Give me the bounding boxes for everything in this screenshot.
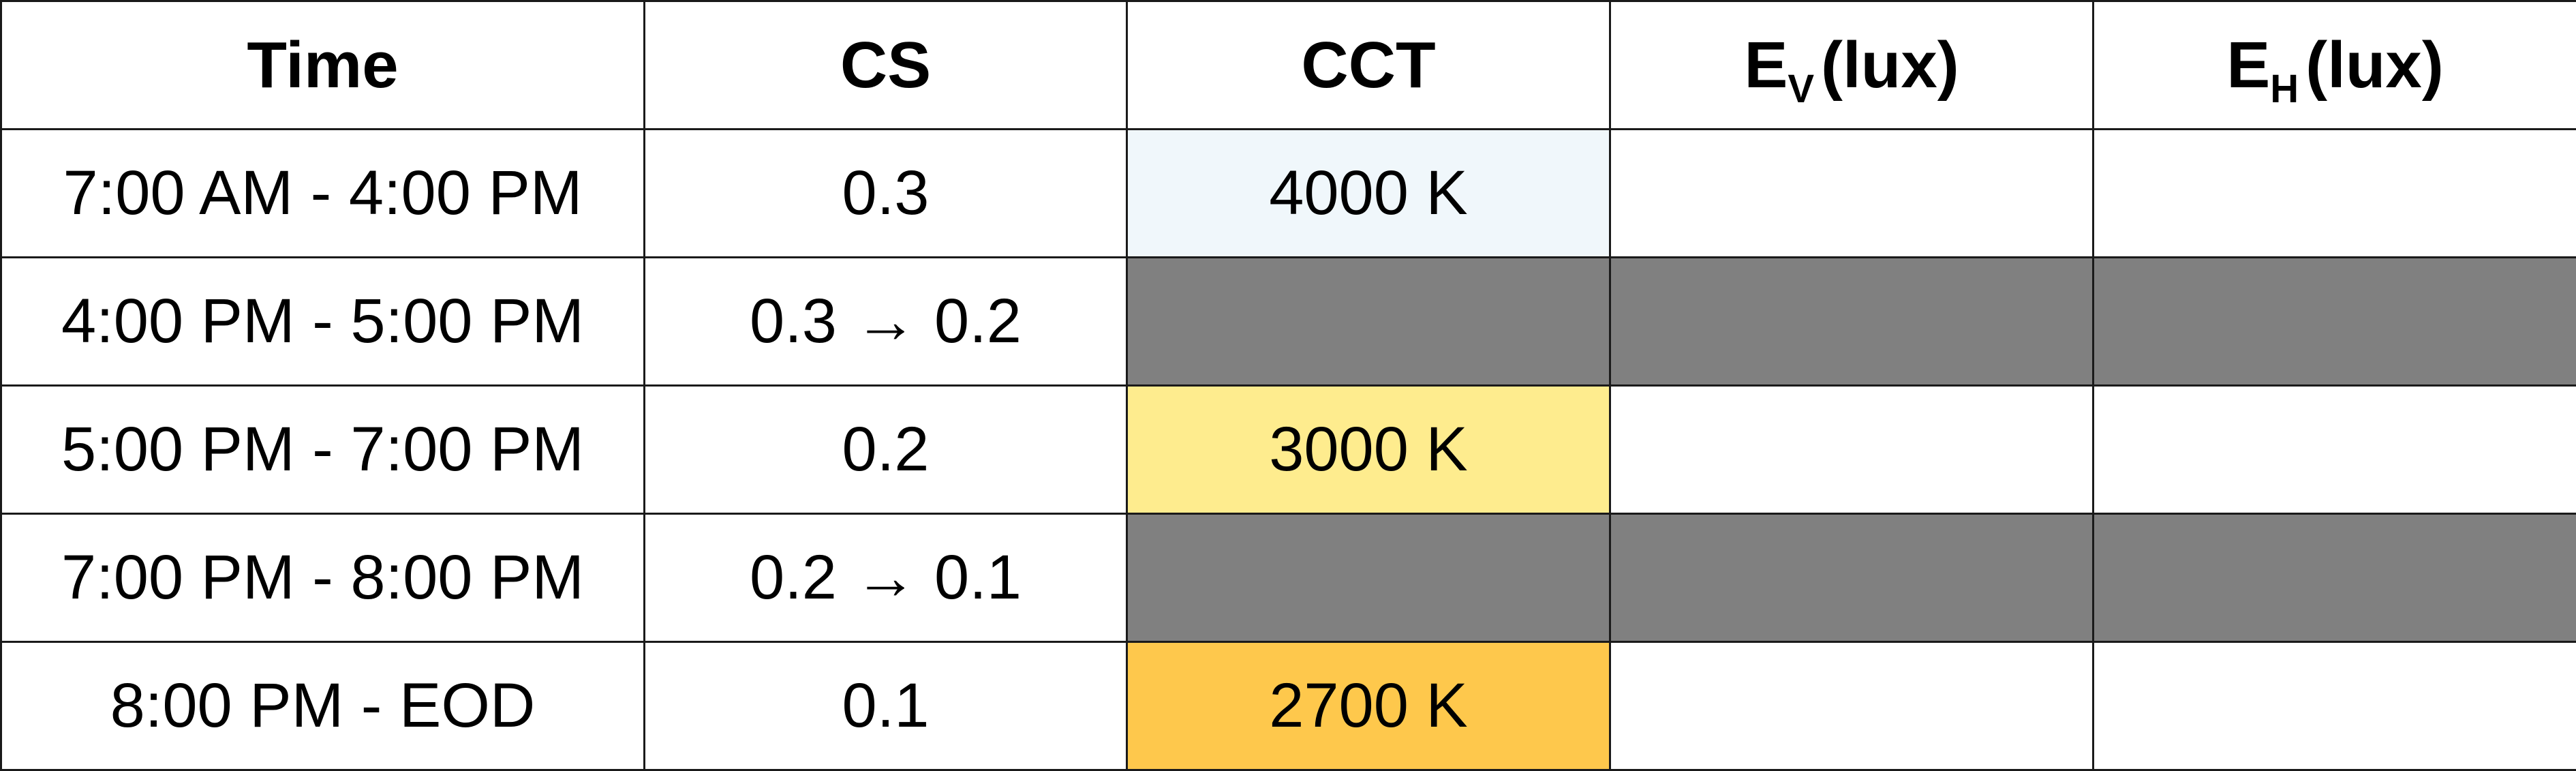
- header-cct: CCT: [1127, 1, 1610, 130]
- header-eh-subscript: H: [2270, 67, 2299, 111]
- time-cell: 8:00 PM - EOD: [1, 642, 645, 770]
- cct-cell: [1127, 258, 1610, 386]
- eh-cell: [2094, 386, 2576, 514]
- table-row: 5:00 PM - 7:00 PM 0.2 3000 K: [1, 386, 2576, 514]
- time-cell: 7:00 PM - 8:00 PM: [1, 514, 645, 642]
- table-row: 7:00 PM - 8:00 PM 0.2 → 0.1: [1, 514, 2576, 642]
- cs-cell: 0.2 → 0.1: [645, 514, 1127, 642]
- cs-cell: 0.2: [645, 386, 1127, 514]
- table-row: 4:00 PM - 5:00 PM 0.3 → 0.2: [1, 258, 2576, 386]
- header-eh-symbol: E: [2226, 29, 2270, 102]
- eh-cell: [2094, 130, 2576, 258]
- cs-cell: 0.1: [645, 642, 1127, 770]
- ev-cell: [1610, 258, 2094, 386]
- eh-cell: [2094, 258, 2576, 386]
- cct-cell: 2700 K: [1127, 642, 1610, 770]
- cs-cell: 0.3 → 0.2: [645, 258, 1127, 386]
- eh-cell: [2094, 514, 2576, 642]
- table-row: 7:00 AM - 4:00 PM 0.3 4000 K: [1, 130, 2576, 258]
- ev-cell: [1610, 130, 2094, 258]
- ev-cell: [1610, 514, 2094, 642]
- ev-cell: [1610, 642, 2094, 770]
- time-cell: 4:00 PM - 5:00 PM: [1, 258, 645, 386]
- cct-cell: 4000 K: [1127, 130, 1610, 258]
- time-cell: 7:00 AM - 4:00 PM: [1, 130, 645, 258]
- header-cs: CS: [645, 1, 1127, 130]
- header-ev-unit: (lux): [1821, 29, 1959, 102]
- cs-cell: 0.3: [645, 130, 1127, 258]
- header-ev-subscript: V: [1788, 67, 1814, 111]
- eh-cell: [2094, 642, 2576, 770]
- header-eh-unit: (lux): [2305, 29, 2444, 102]
- cct-cell: 3000 K: [1127, 386, 1610, 514]
- time-cell: 5:00 PM - 7:00 PM: [1, 386, 645, 514]
- header-row: Time CS CCT EV(lux) EH(lux): [1, 1, 2576, 130]
- header-time: Time: [1, 1, 645, 130]
- header-eh: EH(lux): [2094, 1, 2576, 130]
- table-row: 8:00 PM - EOD 0.1 2700 K: [1, 642, 2576, 770]
- header-ev: EV(lux): [1610, 1, 2094, 130]
- cct-cell: [1127, 514, 1610, 642]
- header-ev-symbol: E: [1744, 29, 1788, 102]
- ev-cell: [1610, 386, 2094, 514]
